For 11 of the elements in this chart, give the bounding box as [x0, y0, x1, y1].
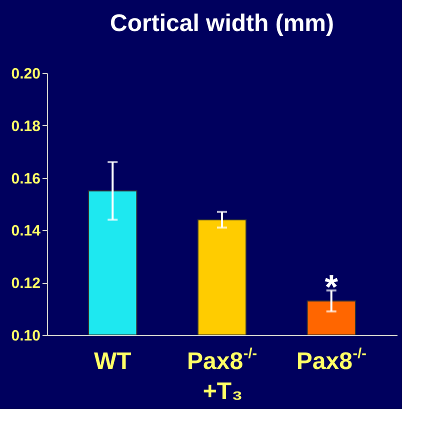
y-tick-label: 0.12	[11, 275, 40, 292]
chart-title: Cortical width (mm)	[110, 10, 334, 37]
annotation: *	[324, 268, 339, 306]
x-tick-label: WT	[94, 348, 132, 375]
x-tick-label: Pax8-/-	[296, 346, 367, 375]
y-tick-label: 0.20	[11, 66, 40, 82]
y-tick-label: 0.18	[11, 118, 40, 135]
y-tick-label: 0.16	[11, 170, 40, 188]
y-tick-label: 0.10	[11, 328, 40, 344]
x-tick-label: Pax8-/- +T₃	[187, 346, 258, 405]
y-tick-label: 0.14	[11, 222, 42, 240]
